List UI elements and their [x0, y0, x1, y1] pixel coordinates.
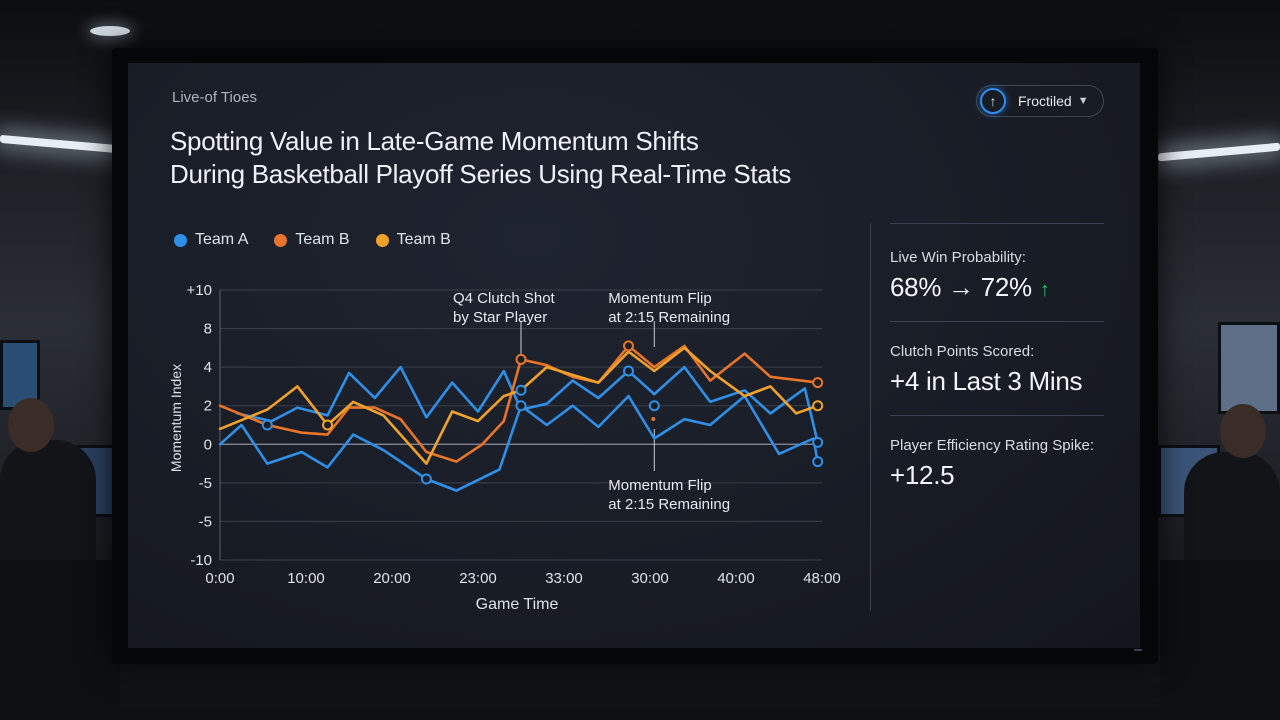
y-tick-label: -5	[199, 475, 212, 492]
x-tick-label: 23:00	[459, 570, 497, 587]
series-point-marker	[812, 456, 824, 468]
stat-label: Live Win Probability:	[890, 249, 1026, 266]
y-tick-label: -10	[190, 552, 212, 569]
series-point-marker	[261, 419, 273, 431]
chart-ticks: +10 8 4 2 0 -5 -5 -100:00 10:00 20:00 23:00 33:00 30…	[187, 282, 841, 587]
legend-label: Team A	[195, 231, 249, 248]
series-line	[218, 344, 820, 463]
annotation-text: at 2:15 Remaining	[608, 496, 730, 513]
series-line	[218, 394, 820, 492]
stat-divider	[890, 415, 1104, 416]
series-point-marker	[623, 340, 634, 352]
y-tick-label: +10	[187, 282, 212, 299]
legend-swatch	[274, 233, 288, 247]
stat-clutch-points: Clutch Points Scored: +4 in Last 3 Mins	[890, 343, 1104, 397]
x-tick-label: 40:00	[717, 570, 755, 587]
stat-per-spike: Player Efficiency Rating Spike: +12.5	[890, 437, 1104, 491]
background-desk	[1160, 560, 1280, 720]
x-tick-label: 0:00	[205, 570, 234, 587]
x-tick-label: 10:00	[287, 570, 325, 587]
x-axis-label: Game Time	[476, 596, 559, 613]
stat-label: Clutch Points Scored:	[890, 343, 1035, 360]
series-point-marker	[812, 436, 824, 448]
win-probability-value: 68% → 72%	[890, 272, 1032, 302]
filter-dropdown-button[interactable]: ↑ Froctiled ▼	[976, 85, 1104, 117]
legend-label: Team B	[396, 231, 451, 248]
legend-swatch	[174, 233, 187, 247]
x-tick-label: 33:00	[545, 570, 583, 587]
y-tick-label: 8	[204, 321, 212, 338]
legend-swatch	[375, 233, 389, 247]
chart-annotations: Q4 Clutch Shot by Star Player Momentum Fli…	[453, 290, 730, 513]
series-point-marker	[515, 384, 527, 396]
annotation-text: at 2:15 Remaining	[608, 309, 730, 326]
person-head	[1220, 404, 1266, 458]
stat-divider	[890, 321, 1104, 322]
annotation-text: Momentum Flip	[608, 477, 711, 494]
y-axis-label: Momentum Index	[168, 364, 184, 472]
filter-label: Froctiled	[1018, 93, 1072, 109]
x-tick-label: 20:00	[373, 570, 411, 587]
annotation-text: by Star Player	[453, 309, 547, 326]
annotation-marker	[651, 417, 656, 421]
title-line-1: Spotting Value in Late-Game Momentum Shi…	[170, 126, 699, 156]
person-head	[8, 398, 54, 452]
annotation-text: Q4 Clutch Shot	[453, 290, 556, 307]
series-line	[218, 346, 820, 465]
legend-item-team-a[interactable]: Team A	[174, 231, 248, 249]
series-point-marker	[515, 353, 527, 365]
stat-value: +12.5	[890, 460, 955, 490]
trend-up-icon: ↑	[1039, 279, 1050, 301]
series-point-marker	[322, 419, 333, 431]
series-line	[235, 365, 820, 444]
background-monitor	[1218, 322, 1280, 414]
y-tick-label: 0	[204, 436, 212, 453]
legend-item-team-b[interactable]: Team B	[274, 231, 350, 249]
stats-top-rule	[890, 223, 1104, 224]
y-tick-label: 2	[204, 398, 212, 415]
stat-win-probability: Live Win Probability: 68% → 72% ↑	[890, 249, 1104, 303]
series-point-marker	[812, 400, 824, 412]
legend-item-team-b-2[interactable]: Team B	[375, 231, 451, 249]
background-desk	[0, 560, 120, 720]
screen-corner-mark	[1134, 649, 1142, 651]
stat-value: +4 in Last 3 Mins	[890, 366, 1083, 396]
x-tick-label: 48:00	[803, 570, 841, 587]
panel-divider	[870, 223, 871, 611]
page-title: Spotting Value in Late-Game Momentum Shi…	[170, 125, 890, 191]
chevron-down-icon: ▼	[1077, 95, 1089, 107]
series-point-marker	[420, 473, 432, 485]
momentum-line-chart: +10 8 4 2 0 -5 -5 -100:00 10:00 20:00 23:00 33:00 30…	[168, 282, 841, 613]
series-point-marker	[515, 400, 527, 412]
title-line-2: During Basketball Playoff Series Using R…	[170, 159, 792, 189]
series-point-marker	[623, 365, 634, 377]
chart-legend: Team A Team B Team B	[174, 231, 451, 249]
chart-series	[218, 340, 824, 492]
y-tick-label: 4	[204, 359, 212, 376]
arrow-up-icon: ↑	[980, 88, 1006, 114]
stat-label: Player Efficiency Rating Spike:	[890, 437, 1094, 454]
source-label: Live-of Tioes	[172, 89, 258, 106]
legend-label: Team B	[295, 231, 350, 248]
series-point-marker	[812, 377, 824, 389]
y-tick-label: -5	[199, 513, 212, 530]
ceiling-spotlight	[90, 26, 130, 36]
stat-value: 68% → 72% ↑	[890, 272, 1104, 303]
x-tick-label: 30:00	[631, 570, 669, 587]
series-point-marker	[648, 400, 660, 412]
annotation-text: Momentum Flip	[608, 290, 711, 307]
dashboard-screen: Live-of Tioes Spotting Value in Late-Gam…	[128, 63, 1142, 651]
